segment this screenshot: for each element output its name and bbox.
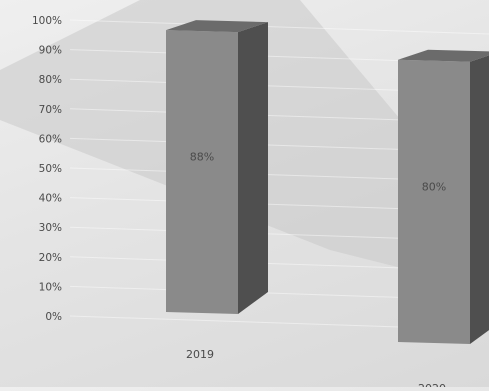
x-category-label: 2019 [186,348,214,361]
x-axis-categories: 2019 2020 [186,348,446,391]
data-labels: 88% 80% [190,151,446,194]
bar-top-face [166,20,268,33]
data-label: 88% [190,151,214,164]
bar-top-face [398,49,489,62]
y-axis-ticks: 0% 10% 20% 30% 40% 50% 60% 70% 80% 90% 100% [32,15,62,323]
bar-front-face [398,59,470,345]
y-tick-label: 100% [32,15,62,27]
data-label: 80% [422,180,446,193]
bars [166,20,489,345]
bar-front-face [166,30,238,314]
y-tick-label: 0% [45,311,62,323]
y-tick-label: 60% [39,133,62,145]
bar-side-face [238,22,268,314]
y-tick-label: 80% [39,74,62,86]
bar-2020 [398,49,489,345]
x-category-label: 2020 [418,382,446,387]
bar-2019 [166,20,268,314]
grid-line [69,19,489,35]
bar-side-face [470,55,489,344]
y-tick-label: 30% [39,222,62,234]
y-tick-label: 90% [39,45,62,57]
y-tick-label: 10% [39,281,62,293]
y-tick-label: 20% [39,252,62,264]
y-tick-label: 50% [39,163,62,175]
y-tick-label: 70% [39,104,62,116]
y-tick-label: 40% [39,193,62,205]
